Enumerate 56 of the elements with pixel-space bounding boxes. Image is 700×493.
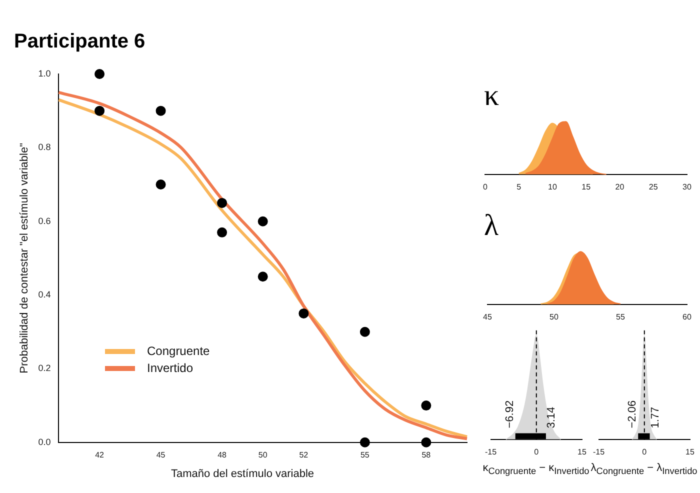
- y-tick-label: 0.4: [38, 290, 51, 300]
- x-tick-label: -15: [593, 447, 606, 456]
- x-tick-label: 0: [642, 447, 648, 456]
- x-tick-label: 50: [550, 312, 559, 322]
- x-axis-title: κ$_{Congruente}$ − κ$_{Invertido}$: [482, 462, 590, 476]
- x-tick-label: 48: [218, 450, 228, 460]
- point: [421, 437, 432, 448]
- y-axis-title: Probabilidad de contestar "el estímulo variable": [18, 142, 31, 374]
- point: [94, 69, 105, 79]
- x-axis-title: Tamaño del estímulo variable: [170, 468, 316, 480]
- point: [360, 437, 370, 448]
- legend-label: Congruente: [147, 344, 210, 358]
- point: [217, 227, 228, 238]
- point: [217, 198, 228, 208]
- x-tick-label: 0: [483, 182, 488, 192]
- x-tick-label: 15: [578, 447, 587, 456]
- x-tick-label: 10: [548, 182, 558, 192]
- point: [258, 216, 268, 226]
- point: [94, 106, 105, 116]
- x-tick-label: 5: [516, 182, 522, 192]
- x-tick-label: 55: [360, 450, 370, 460]
- x-tick-label: 45: [482, 312, 492, 322]
- chart-title: λ: [484, 208, 499, 242]
- point: [421, 400, 432, 411]
- point: [298, 308, 309, 318]
- x-tick-label: 30: [682, 182, 692, 192]
- y-tick-label: 1.0: [38, 68, 51, 78]
- chart-title: κ: [484, 78, 500, 112]
- annotation: −2.06: [626, 400, 639, 428]
- x-tick-label: 50: [258, 450, 268, 460]
- y-tick-label: 0.2: [38, 363, 51, 374]
- x-tick-label: 58: [422, 450, 432, 460]
- x-tick-label: 55: [616, 312, 626, 322]
- x-tick-label: 45: [156, 450, 166, 460]
- chart-title: Participante 6: [14, 30, 146, 53]
- x-tick-label: 15: [582, 182, 592, 192]
- x-axis-title: λ$_{Congruente}$ − λ$_{Invertido}$: [590, 462, 698, 476]
- y-tick-label: 0.8: [38, 142, 51, 152]
- annotation: 3.14: [545, 406, 558, 428]
- x-tick-label: 25: [648, 182, 658, 192]
- x-tick-label: 15: [686, 447, 695, 456]
- annotation: −6.92: [504, 400, 516, 428]
- x-tick-label: 60: [682, 312, 692, 322]
- annotation: 1.77: [649, 406, 662, 428]
- legend-label: Invertido: [147, 361, 194, 375]
- y-tick-label: 0.0: [38, 436, 51, 447]
- point: [156, 180, 166, 190]
- x-tick-label: 42: [95, 450, 105, 460]
- x-tick-label: 20: [615, 182, 625, 192]
- point: [156, 106, 166, 116]
- y-tick-label: 0.6: [38, 216, 51, 226]
- x-tick-label: 52: [299, 450, 309, 460]
- x-tick-label: -15: [485, 447, 498, 456]
- point: [360, 326, 370, 337]
- x-tick-label: 0: [534, 447, 540, 456]
- point: [258, 272, 268, 282]
